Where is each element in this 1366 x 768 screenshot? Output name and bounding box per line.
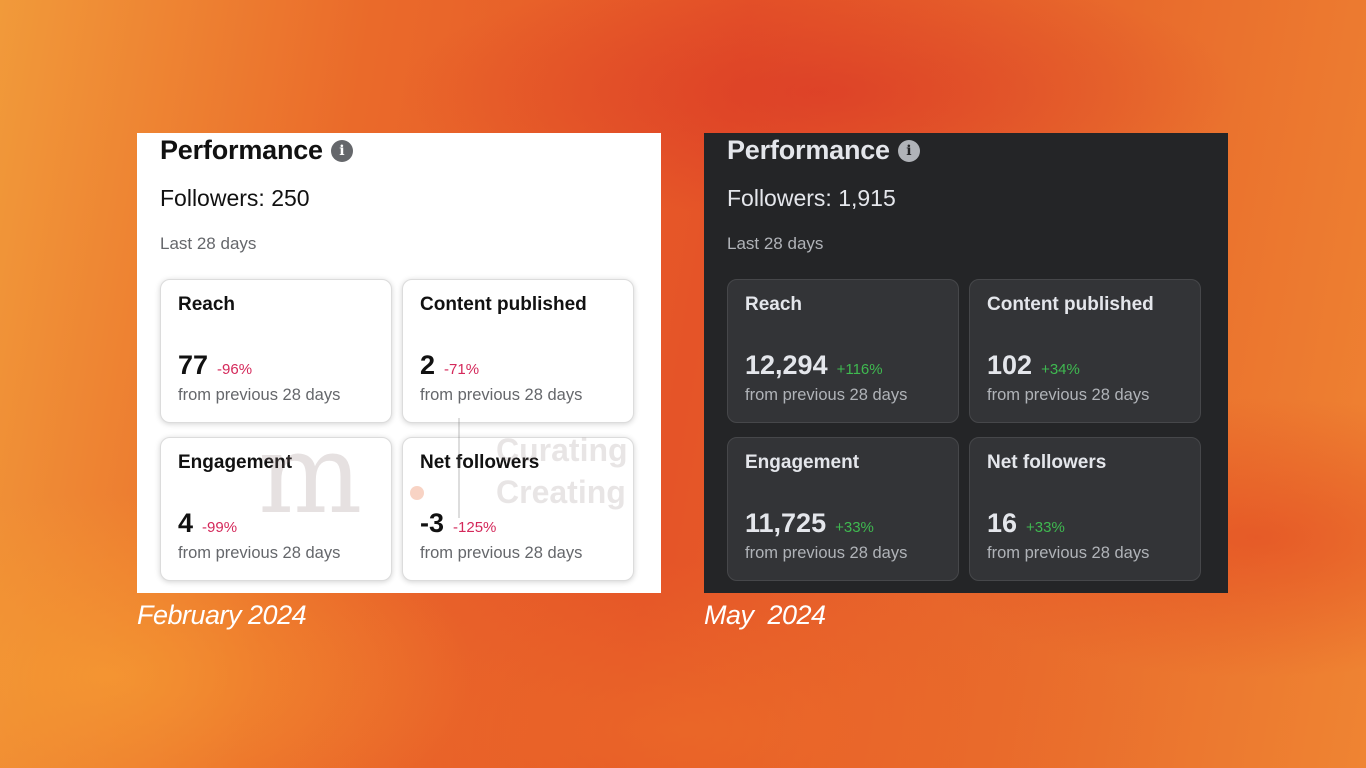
metric-delta: +34% [1041,361,1080,378]
metric-value: 12,294 [745,350,828,380]
metric-card-engagement[interactable]: Engagement 11,725 +33% from previous 28 … [727,437,959,581]
caption-february: February 2024 [137,600,307,630]
metric-card-net-followers[interactable]: Net followers -3 -125% from previous 28 … [402,437,634,581]
metric-delta: +33% [1026,519,1065,536]
performance-panel-may: Performance i Followers: 1,915 Last 28 d… [704,133,1228,593]
metric-value-row: 102 +34% [987,350,1080,381]
metric-comparison: from previous 28 days [420,544,583,562]
metric-delta: -99% [202,519,238,536]
metric-label: Engagement [178,452,293,473]
metric-card-content-published[interactable]: Content published 2 -71% from previous 2… [402,279,634,423]
metric-label: Content published [987,294,1154,315]
metric-label: Net followers [420,452,540,473]
metric-card-net-followers[interactable]: Net followers 16 +33% from previous 28 d… [969,437,1201,581]
metric-card-reach[interactable]: Reach 77 -96% from previous 28 days [160,279,392,423]
metric-value-row: 2 -71% [420,350,479,381]
caption-may: May 2024 [704,600,826,630]
metric-value: 77 [178,350,209,380]
metric-value-row: 16 +33% [987,508,1065,539]
metric-card-content-published[interactable]: Content published 102 +34% from previous… [969,279,1201,423]
metric-comparison: from previous 28 days [178,386,341,404]
panel-title: Performance [727,135,890,165]
metric-card-reach[interactable]: Reach 12,294 +116% from previous 28 days [727,279,959,423]
metric-label: Engagement [745,452,860,473]
metric-delta: -71% [444,361,480,378]
metric-value: 4 [178,508,194,538]
metric-delta: +33% [835,519,874,536]
metric-comparison: from previous 28 days [420,386,583,404]
info-icon[interactable]: i [897,139,920,162]
panel-header: Performance i [727,135,920,166]
metric-delta: +116% [836,361,883,378]
metric-comparison: from previous 28 days [178,544,341,562]
metric-value: 16 [987,508,1018,538]
metric-label: Reach [745,294,803,315]
period-label: Last 28 days [160,234,257,253]
metric-value-row: 4 -99% [178,508,237,539]
metric-value: 2 [420,350,436,380]
panel-header: Performance i [160,135,353,166]
followers-count: Followers: 1,915 [727,185,896,211]
metric-value: 102 [987,350,1033,380]
metric-comparison: from previous 28 days [987,386,1150,404]
period-label: Last 28 days [727,234,824,253]
metric-comparison: from previous 28 days [745,386,908,404]
metric-value-row: 77 -96% [178,350,252,381]
metric-label: Content published [420,294,587,315]
metric-comparison: from previous 28 days [745,544,908,562]
metric-delta: -96% [217,361,253,378]
metric-value-row: -3 -125% [420,508,496,539]
panel-title: Performance [160,135,323,165]
metric-delta: -125% [453,519,497,536]
metric-value: -3 [420,508,445,538]
metric-value-row: 12,294 +116% [745,350,883,381]
performance-panel-february: Performance i Followers: 250 Last 28 day… [137,133,661,593]
metric-comparison: from previous 28 days [987,544,1150,562]
metric-card-engagement[interactable]: Engagement 4 -99% from previous 28 days [160,437,392,581]
followers-count: Followers: 250 [160,185,310,211]
info-icon[interactable]: i [330,139,353,162]
metric-label: Net followers [987,452,1107,473]
metric-value: 11,725 [745,508,827,538]
metric-value-row: 11,725 +33% [745,508,874,539]
metric-label: Reach [178,294,236,315]
